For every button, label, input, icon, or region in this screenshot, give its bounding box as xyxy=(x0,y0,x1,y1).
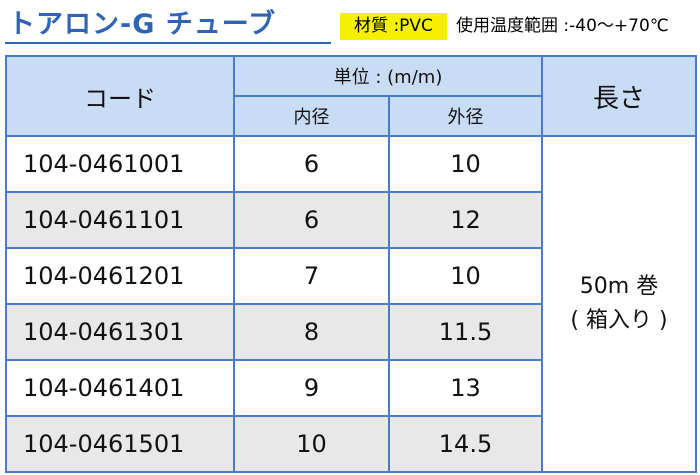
table-row: 104-0461501 10 14.5 xyxy=(5,415,696,473)
value-cell: 10 xyxy=(233,415,390,473)
table-row: 104-0461201 7 10 xyxy=(5,247,696,305)
value-cell: 10 xyxy=(388,135,543,193)
code-cell: 104-0461501 xyxy=(5,415,235,473)
code-cell: 104-0461301 xyxy=(5,303,235,361)
value-cell: 12 xyxy=(388,191,543,249)
header-cell: 長さ xyxy=(541,55,697,137)
code-cell: 104-0461001 xyxy=(5,135,235,193)
code-cell: 104-0461101 xyxy=(5,191,235,249)
value-cell: 11.5 xyxy=(388,303,543,361)
value-cell: 8 xyxy=(233,303,390,361)
value-cell: 10 xyxy=(388,247,543,305)
value-cell: 14.5 xyxy=(388,415,543,473)
material-badge: 材質 :PVC xyxy=(340,13,447,40)
header-cell: 内径 xyxy=(233,95,390,137)
header-cell: 外径 xyxy=(388,95,543,137)
code-cell: 104-0461401 xyxy=(5,359,235,417)
value-cell: 6 xyxy=(233,135,390,193)
value-cell: 9 xyxy=(233,359,390,417)
length-text: ( 箱入り ) xyxy=(570,308,668,333)
temperature-range: 使用温度範囲 :-40〜+70℃ xyxy=(456,16,669,36)
table-row: 104-0461101 6 12 xyxy=(5,191,696,249)
value-cell: 13 xyxy=(388,359,543,417)
length-cell: 50m 巻 ( 箱入り ) xyxy=(541,135,697,473)
table-body: 104-0461001 6 10 50m 巻( 箱入り ) 104-0461101 6 12… xyxy=(5,135,697,473)
value-cell: 7 xyxy=(233,247,390,305)
spec-table: コード 単位 : (m/m) 長さ 内径 外径 104-0461001 6 10 50… xyxy=(5,55,697,473)
table-row: 104-0461401 9 13 xyxy=(5,359,696,417)
code-cell: 104-0461201 xyxy=(5,247,235,305)
table-row: 104-0461001 6 10 50m 巻( 箱入り ) xyxy=(5,135,697,473)
title: トアロン-G チューブ xyxy=(8,9,277,40)
header-cell: 単位 : (m/m) xyxy=(233,55,543,97)
title-rule xyxy=(5,42,331,44)
length-text: 50m 巻 xyxy=(579,274,659,299)
header-cell: コード xyxy=(5,55,235,137)
value-cell: 6 xyxy=(233,191,390,249)
table-row: 104-0461301 8 11.5 xyxy=(5,303,696,361)
